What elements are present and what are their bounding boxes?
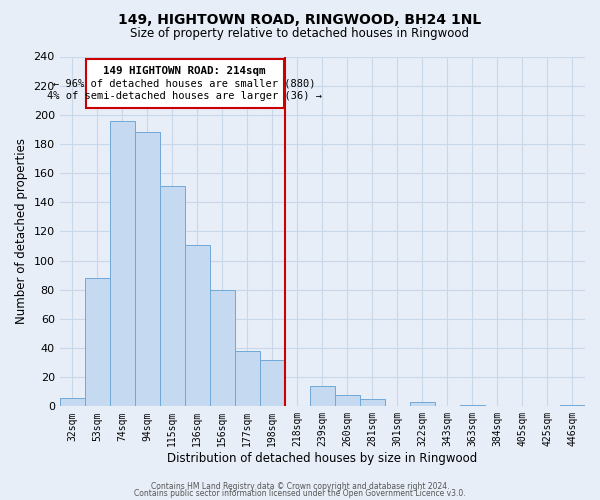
- Text: Contains HM Land Registry data © Crown copyright and database right 2024.: Contains HM Land Registry data © Crown c…: [151, 482, 449, 491]
- X-axis label: Distribution of detached houses by size in Ringwood: Distribution of detached houses by size …: [167, 452, 478, 465]
- Bar: [110, 120, 135, 406]
- Text: Contains public sector information licensed under the Open Government Licence v3: Contains public sector information licen…: [134, 489, 466, 498]
- Bar: [360, 399, 385, 406]
- Bar: [59, 398, 85, 406]
- Text: ← 96% of detached houses are smaller (880): ← 96% of detached houses are smaller (88…: [53, 78, 316, 88]
- Bar: [85, 278, 110, 406]
- Bar: [210, 290, 235, 406]
- Bar: [135, 132, 160, 406]
- Bar: [185, 244, 210, 406]
- Bar: [560, 405, 585, 406]
- Bar: [410, 402, 435, 406]
- Text: 4% of semi-detached houses are larger (36) →: 4% of semi-detached houses are larger (3…: [47, 91, 322, 101]
- Bar: [260, 360, 285, 406]
- Text: 149, HIGHTOWN ROAD, RINGWOOD, BH24 1NL: 149, HIGHTOWN ROAD, RINGWOOD, BH24 1NL: [118, 12, 482, 26]
- Text: Size of property relative to detached houses in Ringwood: Size of property relative to detached ho…: [131, 28, 470, 40]
- Text: 149 HIGHTOWN ROAD: 214sqm: 149 HIGHTOWN ROAD: 214sqm: [103, 66, 266, 76]
- Y-axis label: Number of detached properties: Number of detached properties: [15, 138, 28, 324]
- FancyBboxPatch shape: [86, 60, 284, 108]
- Bar: [160, 186, 185, 406]
- Bar: [460, 405, 485, 406]
- Bar: [310, 386, 335, 406]
- Bar: [235, 351, 260, 406]
- Bar: [335, 394, 360, 406]
